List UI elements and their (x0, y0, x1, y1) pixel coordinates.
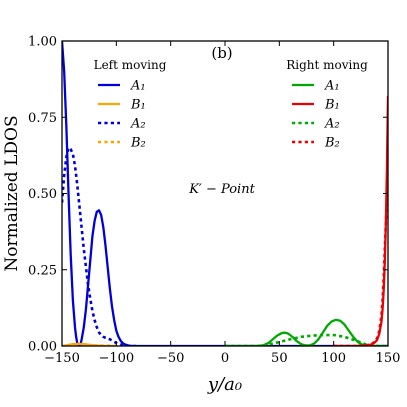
y-tick-label: 0.25 (28, 263, 57, 278)
legend-left-moving: Left moving A₁ B₁ A₂ B₂ (94, 58, 167, 151)
legend-title: Right moving (286, 58, 368, 72)
x-tick-label: −150 (44, 351, 80, 366)
x-tick-label: 0 (221, 351, 229, 366)
legend-label-b1: B₁ (324, 98, 340, 113)
legend-label-b2: B₂ (130, 136, 146, 151)
x-tick-label: 100 (321, 351, 346, 366)
series-right-moving-b2 (333, 181, 388, 347)
x-tick-label: 50 (271, 351, 288, 366)
series-left-moving-a2 (62, 146, 139, 347)
y-tick-label: 1.00 (28, 35, 57, 50)
legend-label-a2: A₂ (324, 117, 340, 132)
legend-title: Left moving (94, 58, 167, 72)
k-prime-point-annotation: K′ − Point (188, 182, 255, 197)
x-tick-label: −50 (157, 351, 184, 366)
legend-label-a1: A₁ (324, 79, 340, 94)
ticks-layer: −150 −100 −50 0 50 100 150 0.00 0.25 0.50 0.75 1.00 (28, 35, 400, 367)
y-tick-label: 0.75 (28, 111, 57, 126)
panel-label: (b) (211, 44, 232, 62)
y-tick-label: 0.00 (28, 340, 57, 355)
legend-label-a1: A₁ (130, 79, 146, 94)
x-axis-label: y/a₀ (207, 374, 242, 395)
legend-label-b1: B₁ (130, 98, 146, 113)
legend-label-a2: A₂ (130, 117, 146, 132)
plot-frame (61, 40, 389, 347)
x-tick-label: −100 (98, 351, 134, 366)
legend-label-b2: B₂ (324, 136, 340, 151)
y-tick-label: 0.50 (28, 187, 57, 202)
legend-layer: Left moving A₁ B₁ A₂ B₂ Right moving A₁ B₁ A₂ B₂ (94, 58, 368, 151)
y-axis-label: Normalized LDOS (2, 115, 22, 271)
x-tick-label: 150 (376, 351, 401, 366)
legend-right-moving: Right moving A₁ B₁ A₂ B₂ (286, 58, 368, 151)
series-right-moving-a2 (225, 333, 388, 347)
